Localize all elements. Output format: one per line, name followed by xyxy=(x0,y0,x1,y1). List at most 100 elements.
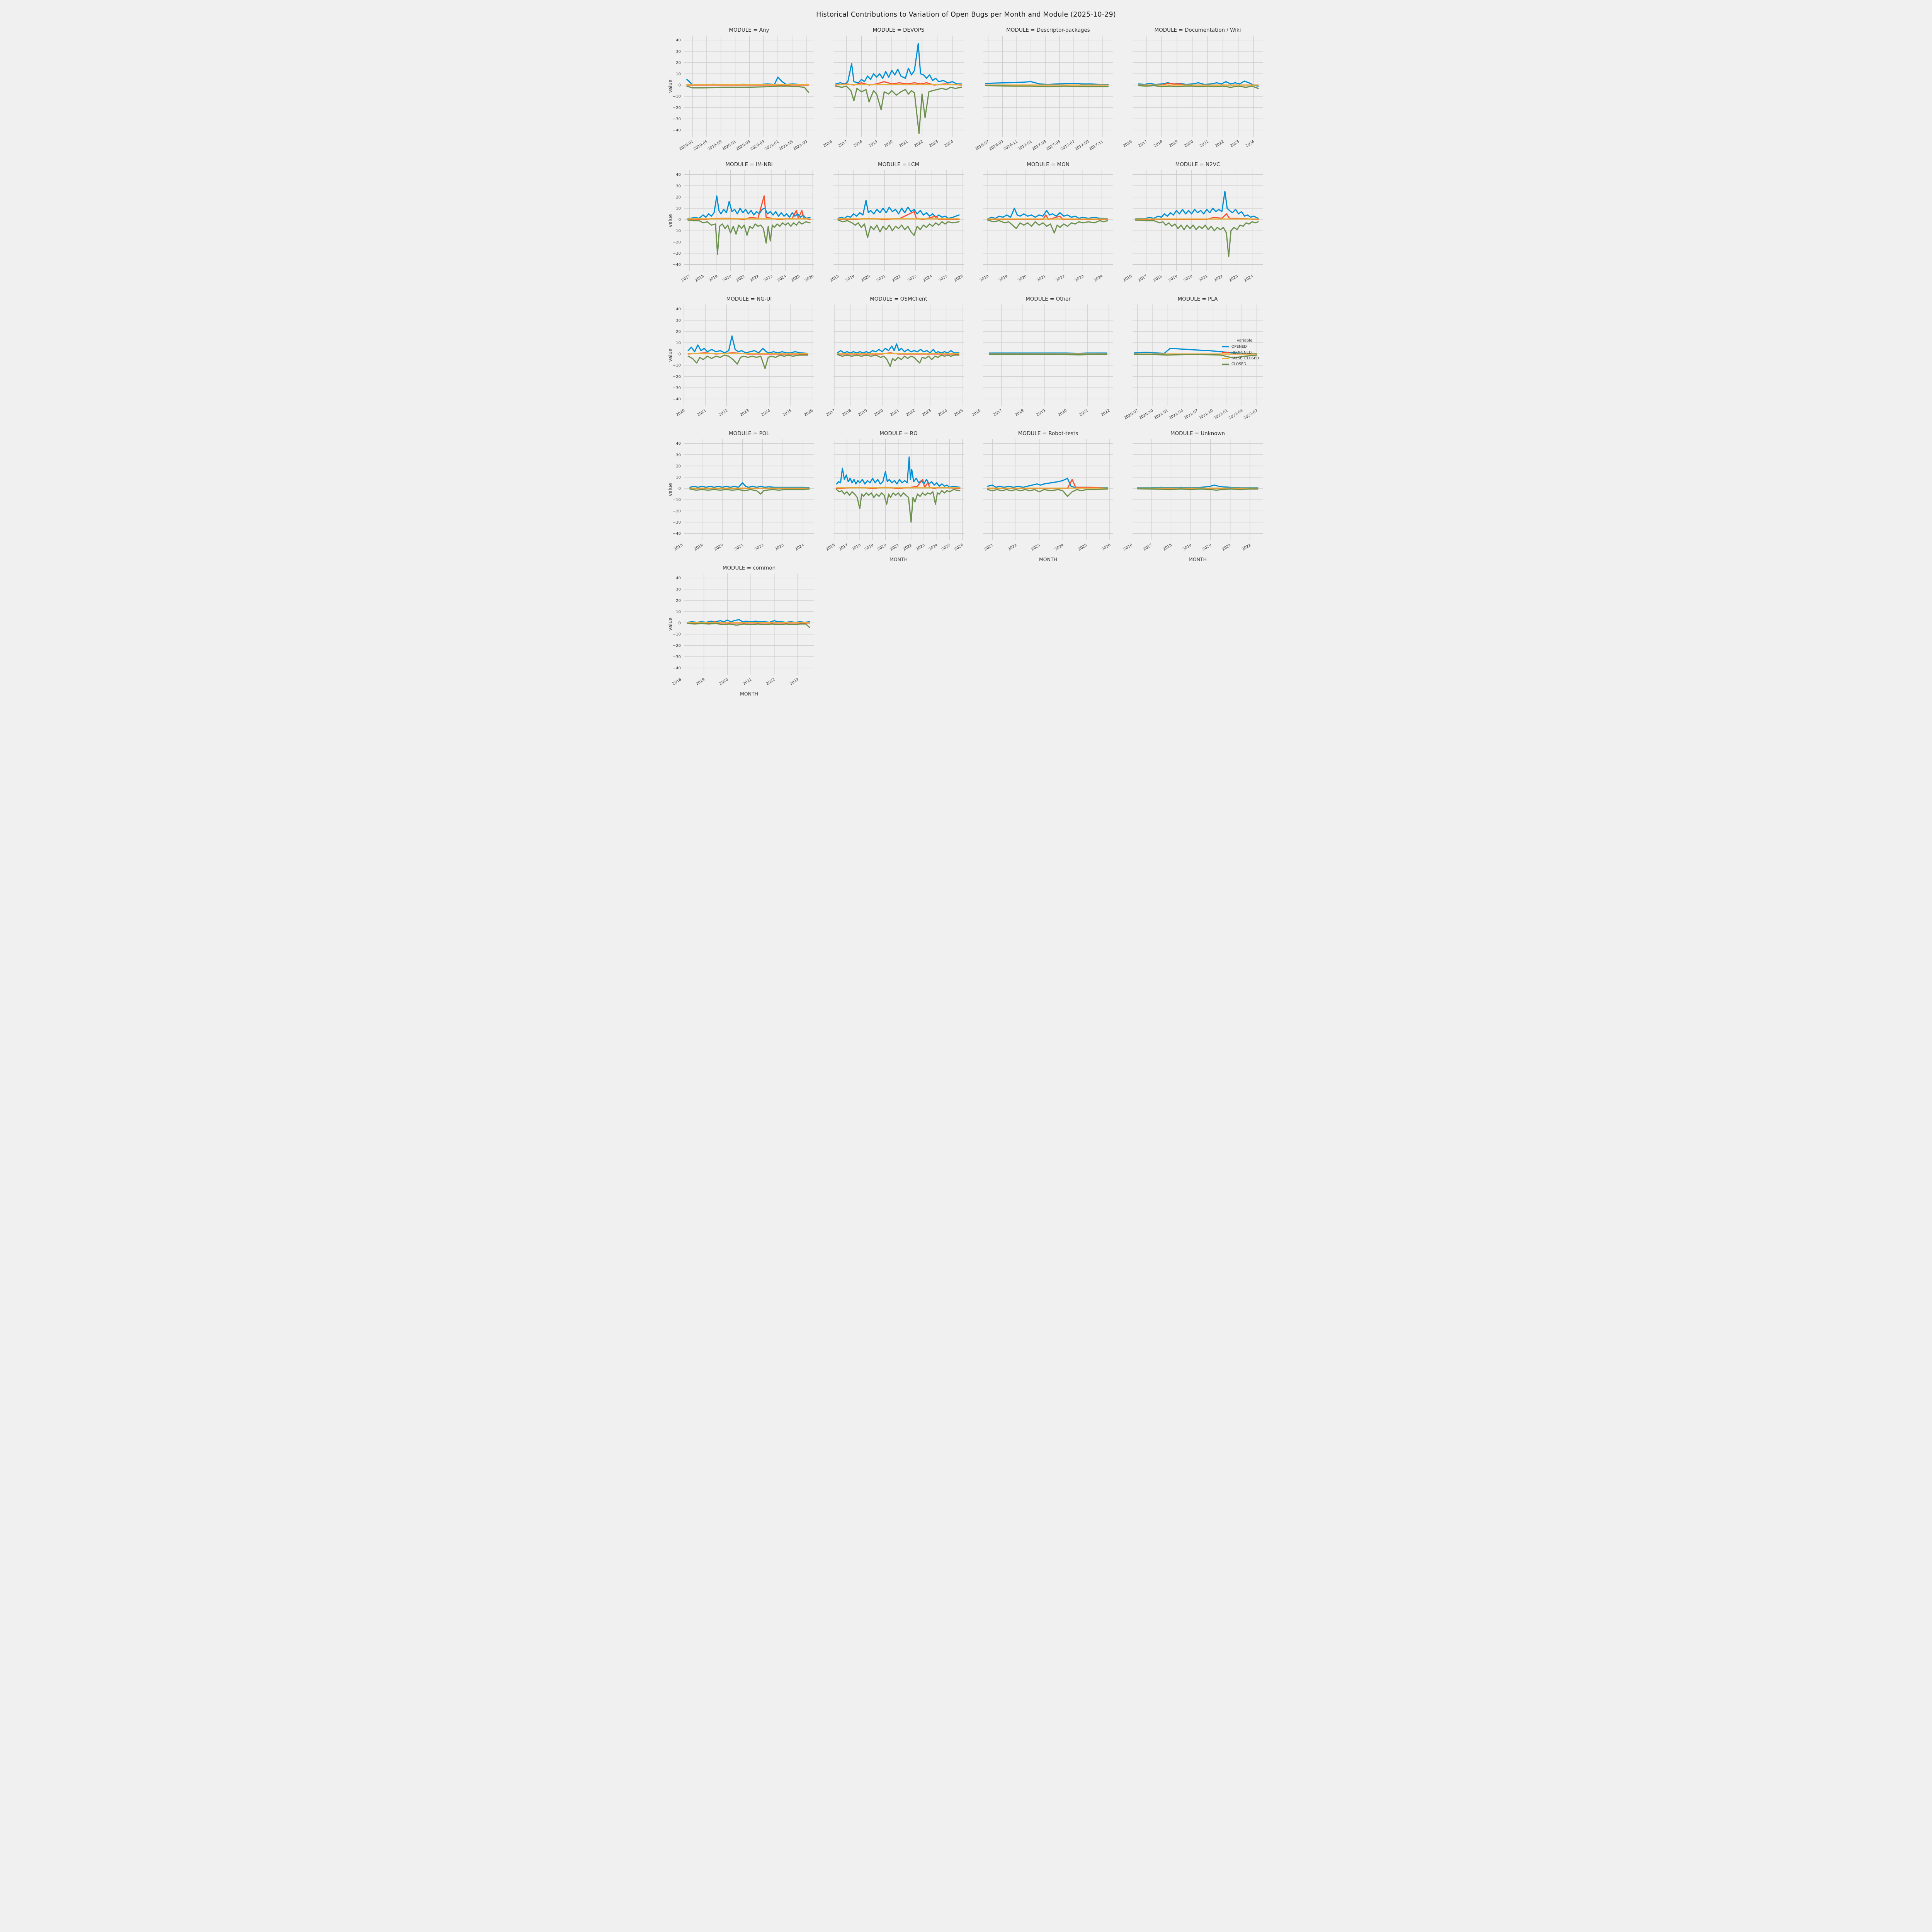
x-tick-label: 2018 xyxy=(830,274,840,283)
x-tick-label: 2022 xyxy=(1241,543,1252,552)
x-tick-label: 2024 xyxy=(944,139,954,148)
x-tick-label: 2019 xyxy=(845,274,855,283)
x-tick-label: 2020 xyxy=(1183,274,1193,283)
facet-robot-tests: MODULE = Robot-tests 2021 2022 2023 2024 2025… xyxy=(966,430,1116,564)
x-tick-label: 2021 xyxy=(1199,139,1209,148)
y-tick-label: 0 xyxy=(679,218,681,222)
facet-documentation-wiki: MODULE = Documentation / Wiki 2016 2017 201… xyxy=(1116,26,1265,161)
x-tick-label: 2023 xyxy=(789,677,799,686)
x-tick-label: 2018 xyxy=(1153,139,1163,148)
series-opened xyxy=(687,619,810,623)
facet-title: MODULE = MON xyxy=(1027,162,1070,168)
series-closed xyxy=(687,622,810,628)
x-tick-label: 2022 xyxy=(905,408,916,417)
x-tick-label: 2025 xyxy=(782,408,793,417)
x-tick-label: 2017 xyxy=(1143,543,1153,552)
x-tick-label: 2023 xyxy=(922,408,932,417)
y-tick-label: 30 xyxy=(676,587,681,592)
facet-title: MODULE = Descriptor-packages xyxy=(1006,27,1090,33)
x-tick-label: 2022 xyxy=(1214,139,1225,148)
x-tick-label: 2025 xyxy=(1078,543,1088,552)
facet-im-nbi: MODULE = IM-NBI 2017 2018 2019 2020 2021 2022 2… xyxy=(667,161,816,295)
facet-title: MODULE = Documentation / Wiki xyxy=(1154,27,1241,33)
y-tick-label: 20 xyxy=(676,464,681,468)
facet-descriptor-packages: MODULE = Descriptor-packages 2016-07 2016-… xyxy=(966,26,1116,161)
x-tick-label: 2021-05 xyxy=(778,139,794,151)
y-tick-label: 40 xyxy=(676,307,681,311)
y-tick-label: 10 xyxy=(676,72,681,76)
x-tick-label: 2019 xyxy=(868,139,878,148)
x-tick-label: 2019 xyxy=(1036,408,1046,417)
x-tick-label: 2016 xyxy=(825,543,836,552)
y-tick-label: −40 xyxy=(673,532,681,536)
x-tick-label: 2020 xyxy=(1184,139,1194,148)
series-closed xyxy=(1137,488,1259,491)
y-tick-label: −20 xyxy=(673,240,681,245)
x-axis-label: MONTH xyxy=(1039,556,1057,562)
y-tick-label: −40 xyxy=(673,263,681,267)
y-tick-label: −30 xyxy=(673,117,681,121)
series-opened xyxy=(1137,484,1259,489)
facet-devops: MODULE = DEVOPS 2016 2017 2018 2019 2020 2021 2… xyxy=(816,26,966,161)
y-tick-label: 30 xyxy=(676,318,681,323)
x-tick-label: 2024 xyxy=(1054,543,1065,552)
x-tick-label: 2019 xyxy=(1168,139,1179,148)
x-tick-label: 2019 xyxy=(1182,543,1192,552)
series-closed xyxy=(836,489,961,523)
y-tick-label: −40 xyxy=(673,128,681,133)
y-tick-label: 20 xyxy=(676,330,681,334)
x-tick-label: 2025 xyxy=(938,274,948,283)
y-tick-label: −10 xyxy=(673,633,681,637)
x-tick-label: 2019 xyxy=(998,274,1009,283)
x-tick-label: 2023 xyxy=(907,274,917,283)
figure: Historical Contributions to Variation of… xyxy=(655,0,1277,710)
x-tick-label: 2026 xyxy=(954,274,964,283)
facet-chart: 2016 2017 2018 2019 2020 2021 2022 MONTH xyxy=(1123,439,1263,562)
x-tick-label: 2022 xyxy=(1007,543,1018,552)
x-tick-label: 2021 xyxy=(697,408,707,417)
x-tick-label: 2018 xyxy=(672,677,682,686)
series-closed xyxy=(1135,219,1259,257)
x-tick-label: 2019 xyxy=(857,408,868,417)
facet-pla: MODULE = PLA 2020-07 2020-10 2021-01 2021-04… xyxy=(1116,295,1265,430)
facet-mon: MODULE = MON 2018 2019 2020 2021 2022 2023 2024 xyxy=(966,161,1116,295)
x-tick-label: 2022 xyxy=(765,677,776,686)
facet-title: MODULE = IM-NBI xyxy=(725,162,773,168)
x-tick-label: 2020-07 xyxy=(1123,408,1139,420)
x-tick-label: 2022-07 xyxy=(1243,408,1259,420)
series-opened xyxy=(689,482,810,489)
x-tick-label: 2023 xyxy=(915,543,926,552)
x-tick-label: 2024 xyxy=(794,543,805,552)
x-tick-label: 2024 xyxy=(761,408,771,417)
figure-title: Historical Contributions to Variation of… xyxy=(816,11,1116,19)
x-tick-label: 2022 xyxy=(1100,408,1111,417)
x-tick-label: 2021 xyxy=(889,543,900,552)
x-tick-label: 2017-03 xyxy=(1031,139,1047,151)
y-tick-label: 30 xyxy=(676,453,681,457)
facet-common: MODULE = common 2018 2019 2020 2021 2022 2023 4… xyxy=(667,564,816,699)
x-tick-label: 2020-01 xyxy=(721,139,737,151)
x-tick-label: 2018 xyxy=(694,274,705,283)
series-opened xyxy=(987,478,1108,489)
y-tick-label: −20 xyxy=(673,644,681,648)
series-opened xyxy=(836,456,961,488)
x-tick-label: 2019 xyxy=(694,543,704,552)
facet-ng-ui: MODULE = NG-UI 2020 2021 2022 2023 2024 2025 20… xyxy=(667,295,816,430)
x-tick-label: 2021 xyxy=(876,274,886,283)
x-tick-label: 2017 xyxy=(993,408,1003,417)
x-tick-label: 2024 xyxy=(1243,274,1254,283)
y-tick-label: −40 xyxy=(673,666,681,670)
x-tick-label: 2017-07 xyxy=(1060,139,1076,151)
x-tick-label: 2022 xyxy=(902,543,913,552)
x-tick-label: 2019 xyxy=(1168,274,1178,283)
x-axis-label: MONTH xyxy=(740,691,758,697)
y-tick-label: −10 xyxy=(673,95,681,99)
x-tick-label: 2016 xyxy=(971,408,981,417)
x-tick-label: 2021 xyxy=(736,274,746,283)
x-tick-label: 2022-01 xyxy=(1213,408,1229,420)
x-tick-label: 2026 xyxy=(1101,543,1112,552)
facet-title: MODULE = LCM xyxy=(878,162,920,168)
x-tick-label: 2020-10 xyxy=(1138,408,1154,420)
facet-chart: 2017 2018 2019 2020 2021 2022 2023 2024 2025 2026… xyxy=(667,170,815,283)
facet-chart: 2016 2017 2018 2019 2020 2021 2022 2023 2024 xyxy=(1122,170,1263,283)
